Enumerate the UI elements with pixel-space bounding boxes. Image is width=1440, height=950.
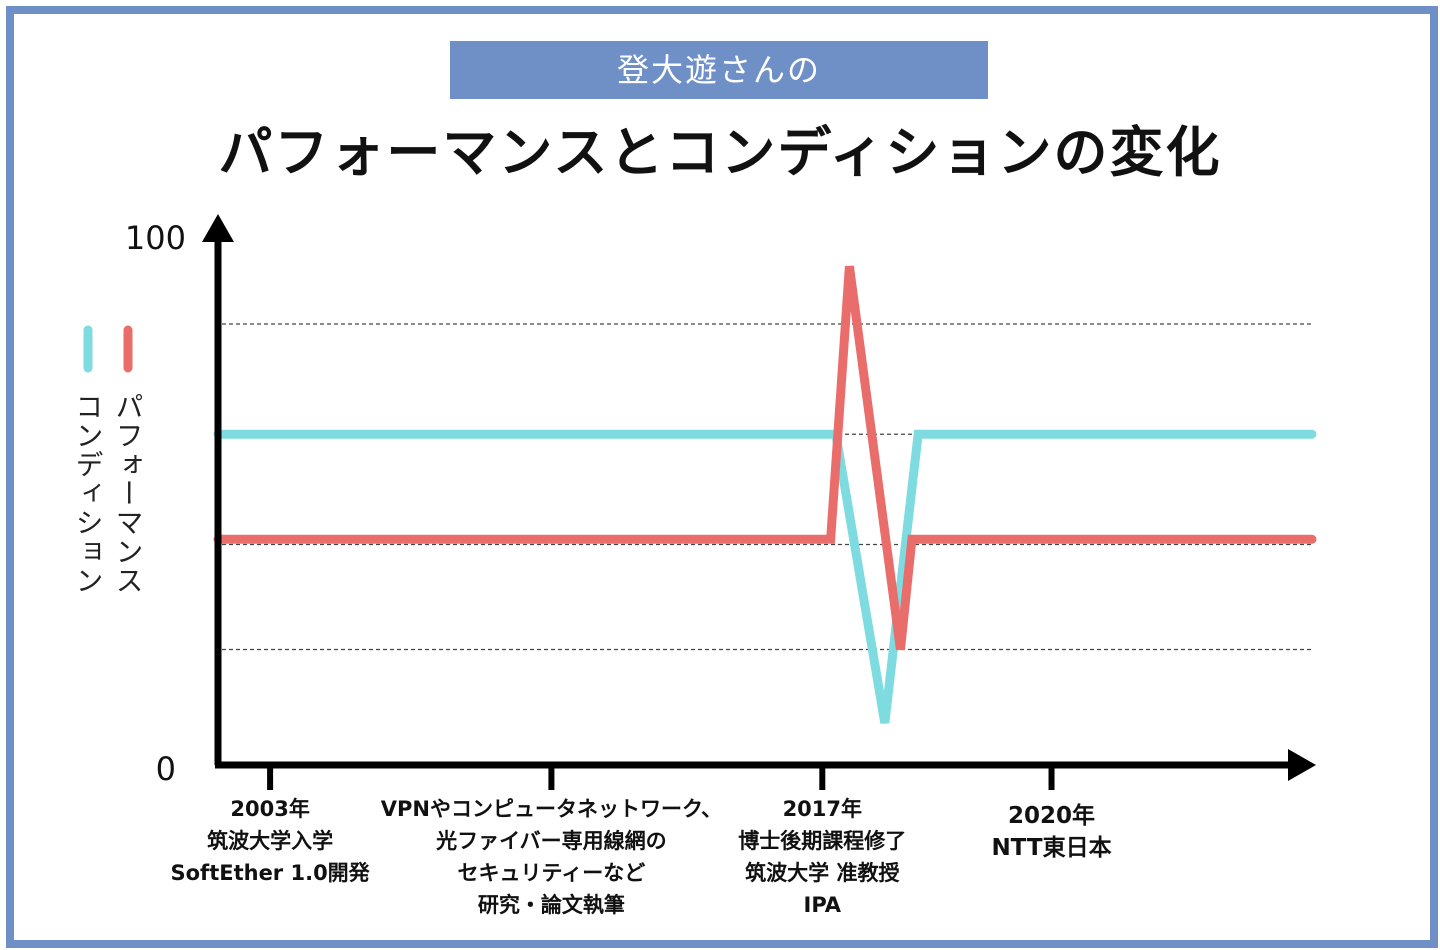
- legend: コンディション パフォーマンス: [72, 325, 145, 595]
- x-tick-label-line: 2003年: [230, 797, 310, 821]
- x-ticks: [267, 767, 1055, 790]
- x-tick-label: 2003年筑波大学入学 SoftEther 1.0開発: [171, 793, 370, 889]
- series-lines: [213, 265, 1317, 724]
- x-tick-label: 2017年博士後期課程修了 筑波大学 准教授 IPA: [738, 793, 906, 921]
- x-tick-label: VPNやコンピュータネットワーク、 光ファイバー専用線網の セキュリティーなど 研究・…: [381, 793, 722, 921]
- x-tick-label-line: SoftEther 1.0開発: [170, 861, 370, 885]
- performance-line: [213, 265, 1317, 651]
- legend-label-condition: コンディション: [72, 392, 105, 595]
- x-tick-label-line: セキュリティーなど: [457, 861, 646, 885]
- x-tick-label-line: VPNやコンピュータネットワーク、: [380, 797, 723, 821]
- x-tick-label-line: 光ファイバー専用線網の: [436, 829, 667, 853]
- legend-label-performance: パフォーマンス: [112, 392, 145, 595]
- x-tick-label: 2020年 NTT東日本: [991, 800, 1111, 864]
- x-tick-label-line: 2017年: [782, 797, 863, 821]
- axes: [202, 214, 1316, 781]
- y-axis-arrow: [202, 214, 234, 242]
- x-axis-arrow: [1288, 749, 1316, 781]
- x-tick-label-line: 研究・論文執筆: [477, 893, 625, 917]
- x-tick-label-line: NTT東日本: [991, 835, 1112, 861]
- chart-subtitle: 登大遊さんの: [450, 41, 988, 99]
- condition-line: [213, 429, 1317, 724]
- x-tick-label-line: IPA: [803, 893, 842, 917]
- y-tick-label-max: 100: [125, 219, 186, 257]
- chart-frame: [6, 6, 1438, 948]
- x-tick-label-line: 筑波大学入学: [207, 829, 334, 853]
- grid-lines: [222, 323, 1314, 651]
- x-tick-label-line: 博士後期課程修了: [738, 829, 907, 853]
- chart-title: パフォーマンスとコンディションの変化: [218, 121, 1222, 184]
- y-tick-label-min: 0: [156, 750, 176, 788]
- x-tick-label-line: 筑波大学 准教授: [745, 861, 900, 885]
- x-tick-label-line: 2020年: [1008, 803, 1096, 829]
